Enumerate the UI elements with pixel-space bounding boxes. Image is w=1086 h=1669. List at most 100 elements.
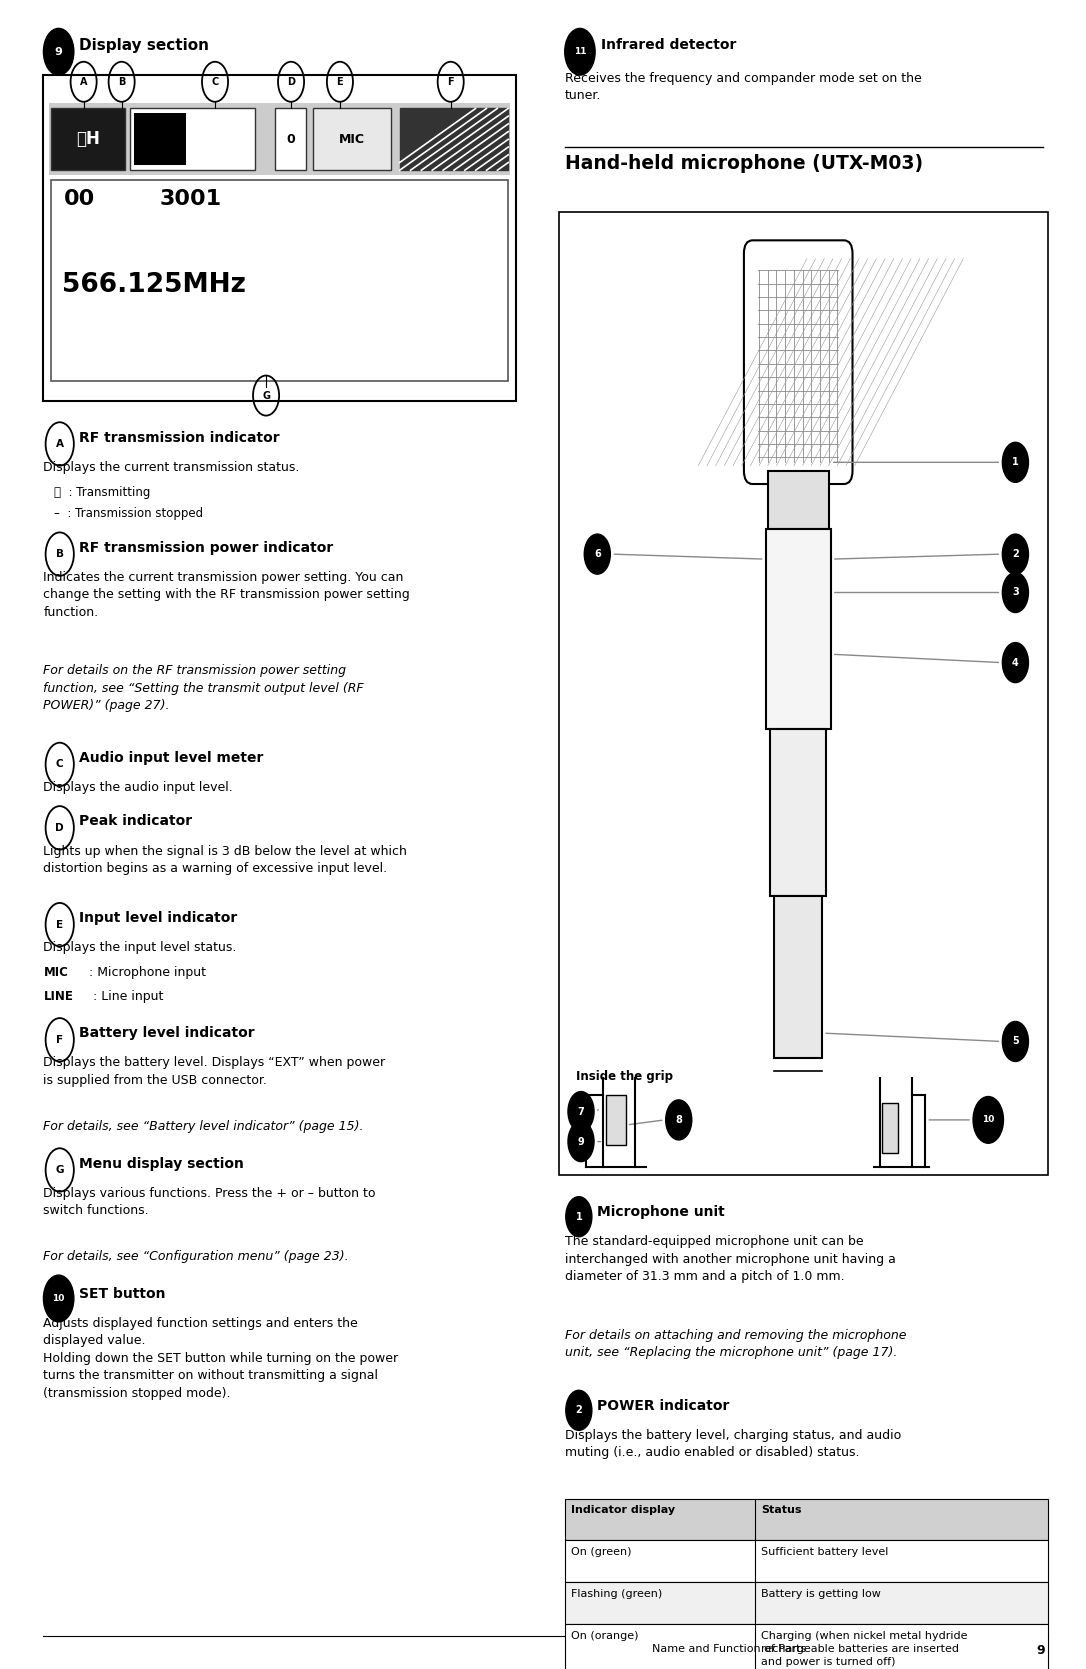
Text: Battery is getting low: Battery is getting low — [761, 1589, 881, 1599]
Text: Displays the battery level. Displays “EXT” when power
is supplied from the USB c: Displays the battery level. Displays “EX… — [43, 1056, 386, 1087]
Text: 9: 9 — [578, 1137, 584, 1147]
Text: 0: 0 — [286, 134, 295, 145]
Text: Flashing (green): Flashing (green) — [571, 1589, 662, 1599]
Text: 3001: 3001 — [160, 189, 222, 209]
Text: Displays the input level status.: Displays the input level status. — [43, 941, 237, 955]
Circle shape — [584, 534, 610, 574]
Circle shape — [566, 1390, 592, 1430]
Text: Inside the grip: Inside the grip — [576, 1070, 672, 1083]
Text: E: E — [56, 920, 63, 930]
Circle shape — [566, 1197, 592, 1237]
Circle shape — [1002, 572, 1028, 613]
Text: On (green): On (green) — [571, 1547, 632, 1557]
Text: –  : Transmission stopped: – : Transmission stopped — [54, 507, 203, 521]
Text: Displays various functions. Press the + or – button to
switch functions.: Displays various functions. Press the + … — [43, 1187, 376, 1217]
Text: 6: 6 — [594, 549, 601, 559]
Text: Indicates the current transmission power setting. You can
change the setting wit: Indicates the current transmission power… — [43, 571, 411, 619]
Text: 4: 4 — [1012, 658, 1019, 668]
Text: On (orange): On (orange) — [571, 1631, 639, 1641]
Text: For details on attaching and removing the microphone
unit, see “Replacing the mi: For details on attaching and removing th… — [565, 1329, 906, 1359]
Text: C: C — [55, 759, 64, 769]
Text: Sufficient battery level: Sufficient battery level — [761, 1547, 888, 1557]
Text: SET button: SET button — [79, 1287, 166, 1300]
Text: RF transmission indicator: RF transmission indicator — [79, 431, 280, 444]
Text: 7: 7 — [578, 1107, 584, 1117]
Text: Infrared detector: Infrared detector — [601, 38, 736, 52]
Text: C: C — [212, 77, 218, 87]
Text: D: D — [55, 823, 64, 833]
Text: Indicator display: Indicator display — [571, 1505, 675, 1515]
Circle shape — [1002, 1021, 1028, 1061]
Text: 1: 1 — [576, 1212, 582, 1222]
Text: Charging (when nickel metal hydride
rechargeable batteries are inserted
and powe: Charging (when nickel metal hydride rech… — [761, 1631, 968, 1667]
Text: B: B — [118, 77, 125, 87]
Text: Lights up when the signal is 3 dB below the level at which
distortion begins as : Lights up when the signal is 3 dB below … — [43, 845, 407, 875]
FancyBboxPatch shape — [51, 108, 125, 170]
Text: For details, see “Configuration menu” (page 23).: For details, see “Configuration menu” (p… — [43, 1250, 349, 1263]
FancyBboxPatch shape — [774, 896, 822, 1058]
Text: Microphone unit: Microphone unit — [597, 1205, 725, 1218]
Text: 00: 00 — [64, 189, 96, 209]
Text: 10: 10 — [52, 1293, 65, 1303]
Text: Adjusts displayed function settings and enters the
displayed value.
Holding down: Adjusts displayed function settings and … — [43, 1317, 399, 1400]
Text: G: G — [55, 1165, 64, 1175]
Text: 8: 8 — [675, 1115, 682, 1125]
Text: Input level indicator: Input level indicator — [79, 911, 238, 925]
Text: Displays the current transmission status.: Displays the current transmission status… — [43, 461, 300, 474]
Text: 11: 11 — [573, 47, 586, 57]
FancyBboxPatch shape — [275, 108, 306, 170]
Text: : Microphone input: : Microphone input — [89, 966, 206, 980]
Circle shape — [568, 1092, 594, 1132]
Text: Audio input level meter: Audio input level meter — [79, 751, 264, 764]
Text: For details, see “Battery level indicator” (page 15).: For details, see “Battery level indicato… — [43, 1120, 364, 1133]
FancyBboxPatch shape — [768, 471, 829, 529]
Text: Display section: Display section — [79, 38, 210, 53]
FancyBboxPatch shape — [130, 108, 255, 170]
Text: Peak indicator: Peak indicator — [79, 814, 192, 828]
FancyBboxPatch shape — [565, 1499, 1048, 1540]
FancyBboxPatch shape — [400, 108, 508, 170]
Text: Displays the battery level, charging status, and audio
muting (i.e., audio enabl: Displays the battery level, charging sta… — [565, 1429, 901, 1459]
Text: The standard-equipped microphone unit can be
interchanged with another microphon: The standard-equipped microphone unit ca… — [565, 1235, 896, 1283]
FancyBboxPatch shape — [770, 729, 826, 896]
Text: 9: 9 — [54, 47, 63, 57]
Text: Receives the frequency and compander mode set on the
tuner.: Receives the frequency and compander mod… — [565, 72, 921, 102]
Text: 1: 1 — [1012, 457, 1019, 467]
FancyBboxPatch shape — [565, 1624, 1048, 1669]
Text: POWER indicator: POWER indicator — [597, 1399, 730, 1412]
Text: A: A — [80, 77, 87, 87]
FancyBboxPatch shape — [43, 75, 516, 401]
Circle shape — [43, 1275, 74, 1322]
Text: Menu display section: Menu display section — [79, 1157, 244, 1170]
FancyBboxPatch shape — [51, 180, 508, 381]
Circle shape — [1002, 643, 1028, 683]
Circle shape — [973, 1097, 1003, 1143]
Text: D: D — [287, 77, 295, 87]
Circle shape — [565, 28, 595, 75]
FancyBboxPatch shape — [744, 240, 853, 484]
Text: 10: 10 — [982, 1115, 995, 1125]
FancyBboxPatch shape — [606, 1095, 626, 1145]
Text: G: G — [262, 391, 270, 401]
Text: : Line input: : Line input — [93, 990, 164, 1003]
Circle shape — [1002, 442, 1028, 482]
Text: RF transmission power indicator: RF transmission power indicator — [79, 541, 333, 554]
Text: F: F — [447, 77, 454, 87]
Text: ⩲H: ⩲H — [76, 130, 100, 149]
Text: ⩲  : Transmitting: ⩲ : Transmitting — [54, 486, 151, 499]
Text: F: F — [56, 1035, 63, 1045]
Text: 2: 2 — [1012, 549, 1019, 559]
Text: Battery level indicator: Battery level indicator — [79, 1026, 255, 1040]
FancyBboxPatch shape — [559, 212, 1048, 1175]
Text: B: B — [55, 549, 64, 559]
Circle shape — [43, 28, 74, 75]
FancyBboxPatch shape — [766, 529, 831, 729]
Text: 9: 9 — [1036, 1644, 1045, 1657]
Circle shape — [666, 1100, 692, 1140]
FancyBboxPatch shape — [565, 1582, 1048, 1624]
Text: MIC: MIC — [43, 966, 68, 980]
FancyBboxPatch shape — [134, 113, 186, 165]
Text: 2: 2 — [576, 1405, 582, 1415]
FancyBboxPatch shape — [313, 108, 391, 170]
Text: 5: 5 — [1012, 1036, 1019, 1046]
